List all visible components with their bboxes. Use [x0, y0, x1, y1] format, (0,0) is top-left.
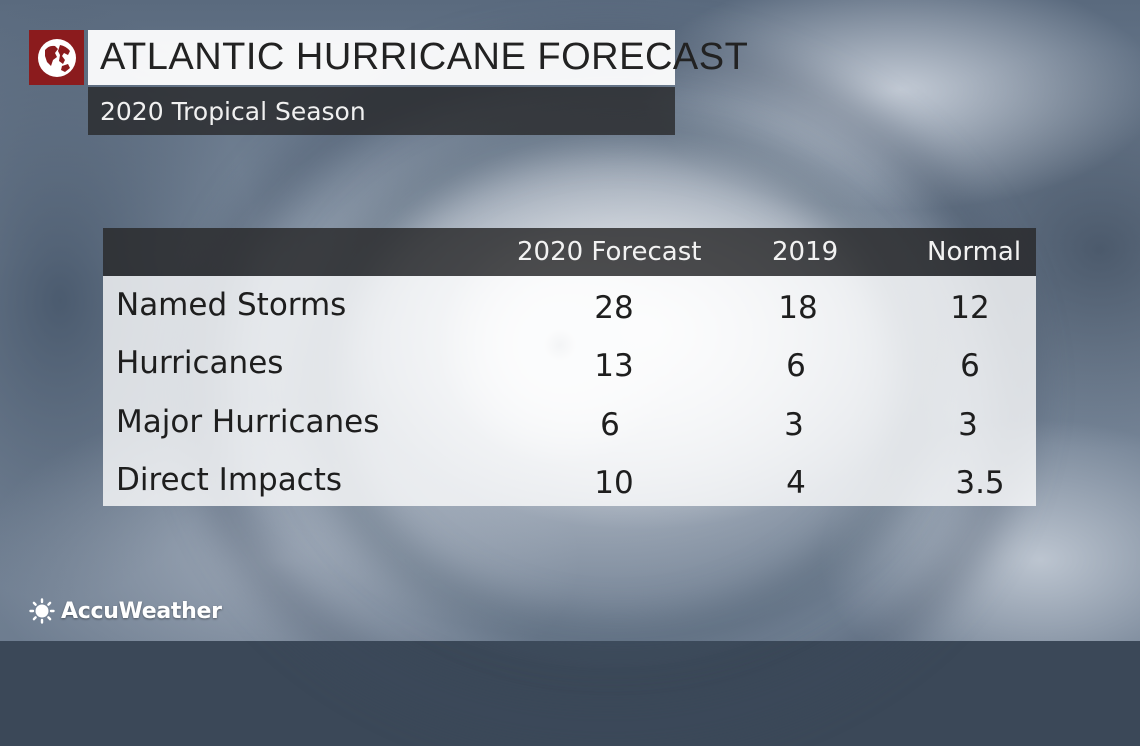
- row-label: Direct Impacts: [116, 462, 343, 498]
- cell-value: 3: [958, 407, 978, 443]
- cell-value: 10: [594, 465, 634, 501]
- column-header-2020-forecast: 2020 Forecast: [517, 237, 702, 267]
- forecast-table: 2020 Forecast 2019 Normal Named Storms 2…: [103, 228, 1036, 506]
- table-row: Major Hurricanes 6 3 3: [103, 393, 1036, 451]
- table-row: Hurricanes 13 6 6: [103, 334, 1036, 392]
- column-header-normal: Normal: [927, 237, 1022, 267]
- table-row: Direct Impacts 10 4 3.5: [103, 451, 1036, 509]
- table-row: Named Storms 28 18 12: [103, 276, 1036, 334]
- cell-value: 6: [960, 348, 980, 384]
- cell-value: 12: [950, 290, 990, 326]
- cell-value: 3.5: [955, 465, 1005, 501]
- cell-value: 18: [778, 290, 818, 326]
- page-subtitle: 2020 Tropical Season: [100, 96, 366, 126]
- globe-icon: [37, 38, 76, 77]
- title-bar: ATLANTIC HURRICANE FORECAST: [88, 30, 748, 85]
- subtitle-bar: 2020 Tropical Season: [88, 87, 675, 135]
- row-label: Hurricanes: [116, 345, 284, 381]
- brand-name: AccuWeather: [61, 598, 222, 624]
- table-body: Named Storms 28 18 12 Hurricanes 13 6 6 …: [103, 276, 1036, 506]
- cell-value: 6: [600, 407, 620, 443]
- row-label: Named Storms: [116, 287, 347, 323]
- cell-value: 28: [594, 290, 634, 326]
- row-label: Major Hurricanes: [116, 404, 380, 440]
- sun-icon: [29, 598, 55, 624]
- cell-value: 3: [784, 407, 804, 443]
- page-title: ATLANTIC HURRICANE FORECAST: [100, 36, 749, 78]
- column-header-2019: 2019: [772, 237, 839, 267]
- cell-value: 6: [786, 348, 806, 384]
- cell-value: 4: [786, 465, 806, 501]
- table-header: 2020 Forecast 2019 Normal: [103, 228, 1036, 276]
- globe-logo: [29, 30, 84, 85]
- brand-logo: AccuWeather: [29, 598, 222, 624]
- cell-value: 13: [594, 348, 634, 384]
